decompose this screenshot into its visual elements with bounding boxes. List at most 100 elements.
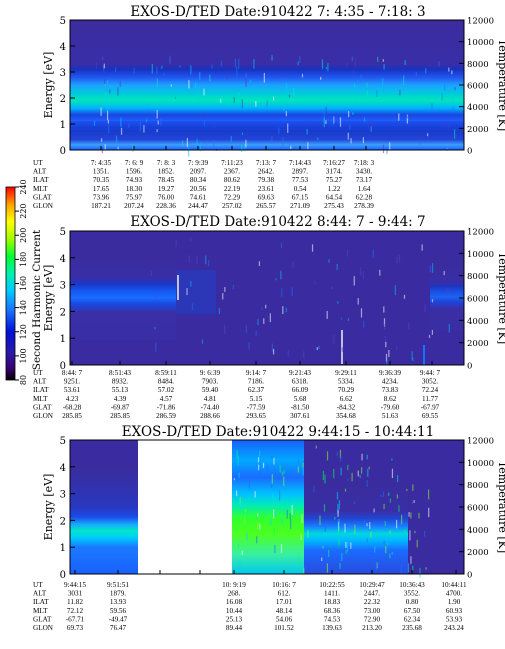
panel-3-gap (138, 440, 232, 574)
noise-speck (287, 123, 289, 133)
noise-speck (239, 559, 241, 567)
table-row-label: ILAT (33, 386, 49, 394)
noise-speck (281, 471, 284, 476)
table-cell: 67.50 (404, 607, 421, 615)
noise-speck (406, 488, 408, 491)
noise-speck (272, 348, 275, 355)
noise-speck (391, 468, 394, 479)
noise-speck (156, 66, 158, 74)
noise-speck (241, 145, 243, 153)
noise-speck (257, 457, 260, 463)
noise-speck (387, 543, 389, 546)
table-row-label: MLT (33, 607, 48, 615)
table-cell: 4.23 (66, 395, 79, 403)
noise-speck (419, 567, 421, 578)
table-cell: 3430. (356, 168, 372, 176)
noise-speck (408, 322, 410, 329)
table-cell: 74.93 (126, 176, 143, 184)
y2-tick-label: 12000 (467, 228, 494, 238)
noise-speck (362, 271, 364, 280)
noise-speck (220, 60, 222, 67)
noise-speck (446, 147, 448, 151)
y-tick-label: 5 (60, 227, 66, 238)
noise-speck (308, 117, 311, 126)
table-cell: 293.65 (246, 412, 266, 420)
noise-speck (156, 129, 158, 133)
noise-speck (416, 539, 418, 548)
noise-speck (344, 523, 346, 533)
y2-tick-label: 8000 (467, 272, 489, 282)
noise-speck (116, 81, 118, 84)
noise-speck (448, 67, 450, 72)
table-cell: 9251. (64, 378, 80, 386)
panel-3-axes: 0 1 2 3 4 5 0 2000 4000 6000 8000 10000 12000 (60, 436, 494, 581)
table-cell: 17.65 (93, 185, 110, 193)
table-cell: 9:29:11 (335, 369, 357, 377)
table-row-label: UT (33, 159, 43, 167)
panel-2-band (70, 250, 176, 340)
noise-speck (383, 540, 385, 545)
noise-speck (389, 553, 391, 559)
panel-1-y2label: Temperature [K] (496, 39, 505, 131)
noise-speck (441, 93, 443, 101)
table-cell: 257.02 (222, 202, 242, 210)
y-tick-label: 2 (60, 516, 66, 527)
table-cell: 1351. (93, 168, 109, 176)
colorbar-gradient (5, 186, 16, 381)
noise-speck (245, 72, 247, 80)
noise-speck (428, 334, 431, 338)
noise-speck (326, 563, 329, 573)
colorbar-tick-label: 100 (19, 348, 28, 363)
noise-speck (203, 88, 205, 96)
panel-2-ylabel: Energy [eV] (42, 265, 55, 332)
noise-speck (133, 67, 135, 74)
noise-speck (341, 552, 343, 561)
noise-speck (382, 78, 384, 86)
table-cell: 4700. (446, 590, 462, 598)
table-cell: 8:44: 7 (62, 369, 83, 377)
noise-speck (230, 135, 232, 142)
noise-speck (370, 531, 372, 538)
noise-speck (116, 135, 118, 143)
table-cell: 8484. (158, 378, 174, 386)
table-cell: 59.40 (202, 386, 219, 394)
table-cell: -49.47 (109, 615, 128, 623)
noise-speck (238, 58, 240, 69)
table-row-label: ILAT (33, 176, 49, 184)
noise-speck (190, 281, 192, 287)
noise-speck (318, 346, 320, 350)
noise-speck (408, 100, 410, 105)
table-cell: 69.73 (67, 624, 84, 632)
noise-speck (273, 457, 275, 465)
noise-speck (100, 138, 103, 142)
noise-speck (270, 517, 272, 526)
table-cell: 7: 8: 3 (157, 159, 176, 167)
noise-speck (266, 464, 268, 470)
y-tick-label: 2 (60, 94, 66, 105)
table-cell: -68.28 (63, 403, 82, 411)
noise-speck (380, 494, 382, 498)
table-cell: 59.56 (110, 607, 127, 615)
noise-speck (290, 145, 292, 149)
noise-speck (333, 335, 335, 345)
table-cell: 80.34 (190, 176, 207, 184)
table-cell: 7:14:43 (289, 159, 311, 167)
colorbar-tick-label: 220 (19, 203, 28, 218)
noise-speck (256, 536, 258, 544)
noise-speck (407, 563, 410, 573)
noise-speck (265, 304, 267, 309)
panel-2-axes: 0 1 2 3 4 5 0 2000 4000 6000 8000 10000 12000 (60, 227, 494, 372)
noise-speck (322, 546, 324, 549)
noise-speck (283, 106, 285, 111)
noise-speck (414, 530, 416, 534)
noise-speck (182, 140, 184, 147)
noise-speck (331, 286, 333, 290)
table-cell: 8.62 (384, 395, 397, 403)
noise-speck (336, 492, 339, 500)
noise-speck (179, 65, 181, 68)
noise-speck (388, 349, 390, 358)
noise-speck (336, 451, 338, 456)
noise-speck (104, 144, 106, 150)
noise-speck (325, 67, 327, 70)
